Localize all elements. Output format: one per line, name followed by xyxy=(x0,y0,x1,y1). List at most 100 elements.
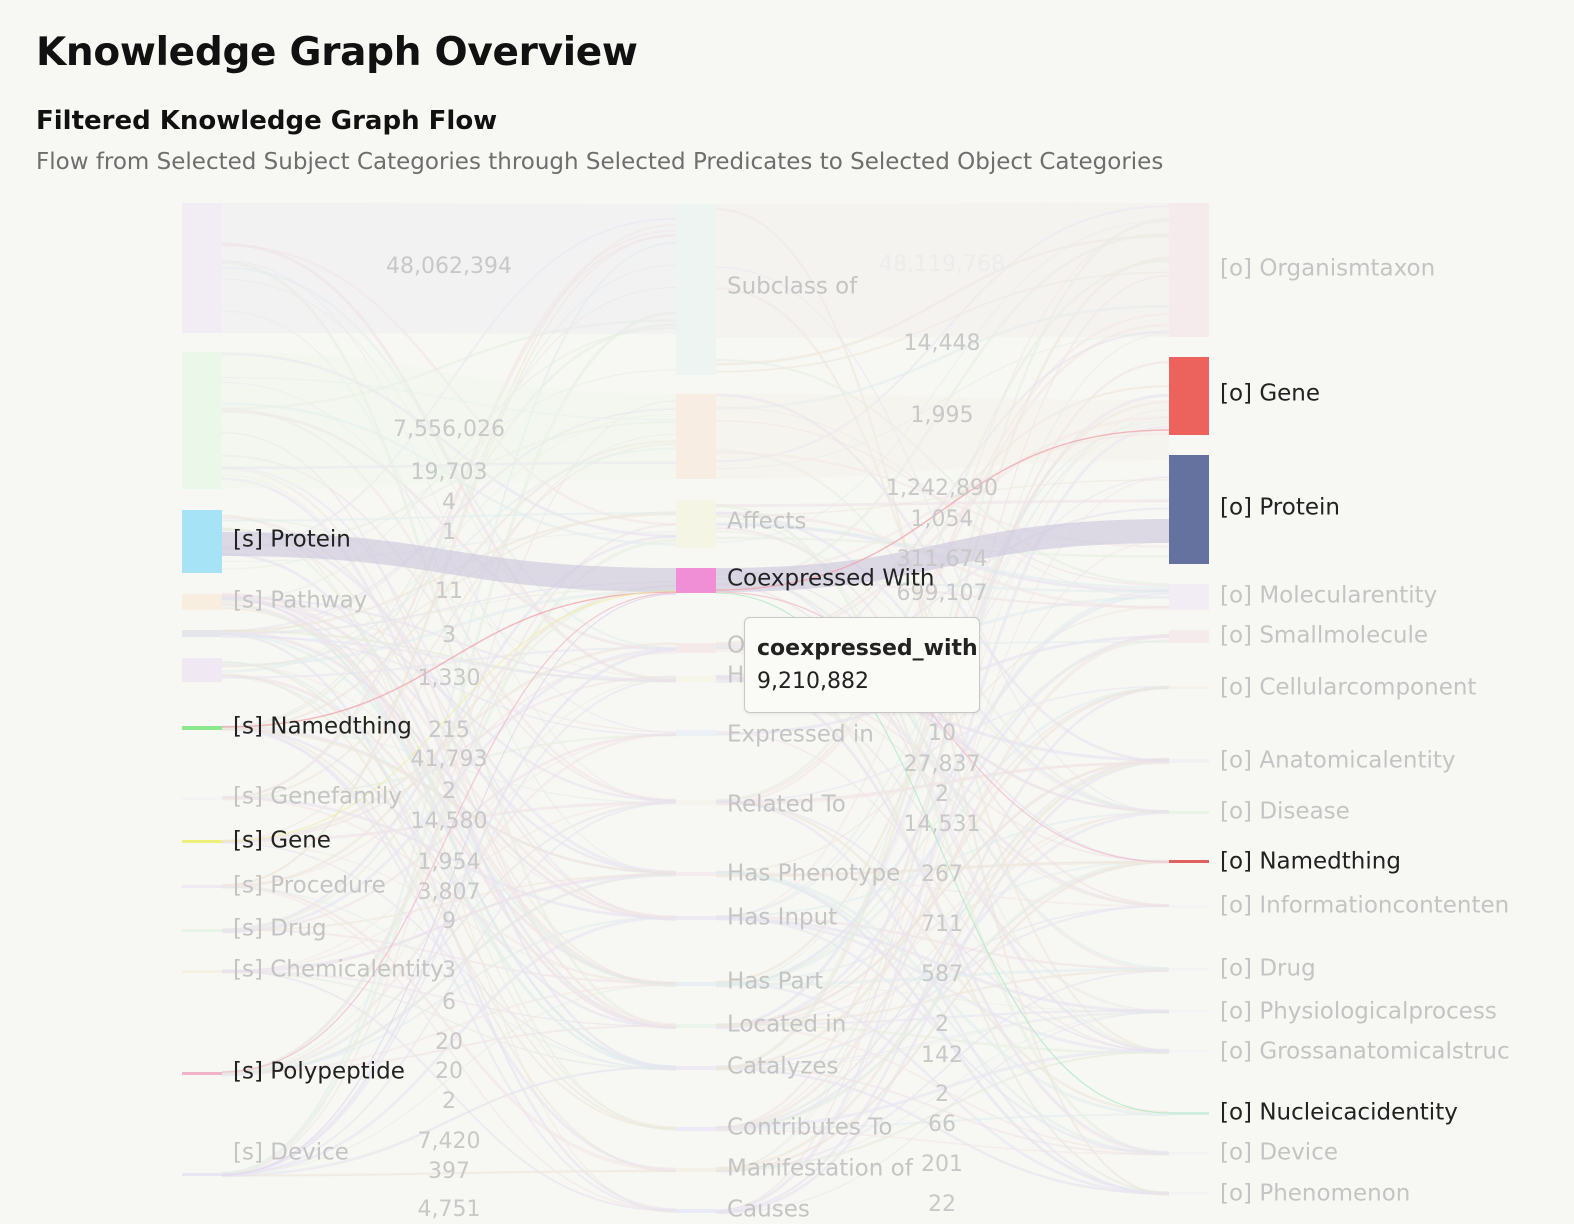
node-o-o-nucleicacidentity[interactable] xyxy=(1169,1112,1209,1115)
node-p-has-input[interactable] xyxy=(676,916,716,920)
node-o-o-cellularcomponent[interactable] xyxy=(1169,686,1209,689)
node-o-o-device[interactable] xyxy=(1169,1152,1209,1155)
faint-link-left xyxy=(221,632,677,987)
link-value-label: 7,420 xyxy=(418,1129,481,1154)
link-value-label: 2 xyxy=(935,1012,949,1037)
node-s-unlabeled-4[interactable] xyxy=(182,630,222,637)
faint-link-right xyxy=(715,1065,1170,1156)
faint-link-right xyxy=(715,915,1170,971)
node-s-s-pathway[interactable] xyxy=(182,594,222,610)
faint-link-left xyxy=(221,352,677,538)
link-value-label: 587 xyxy=(921,962,963,987)
node-o-o-organismtaxon[interactable] xyxy=(1169,203,1209,337)
node-p-unlabeled-1[interactable] xyxy=(676,394,716,479)
node-label-s: [s] Polypeptide xyxy=(233,1059,405,1085)
link-value-label: 3 xyxy=(442,623,456,648)
link-value-label: 4,751 xyxy=(418,1197,481,1222)
node-s-unlabeled-1[interactable] xyxy=(182,352,222,489)
node-label-o: [o] Anatomicalentity xyxy=(1220,748,1456,774)
faint-link-right xyxy=(715,686,1170,986)
faint-link-left xyxy=(221,725,677,804)
node-o-o-molecularentity[interactable] xyxy=(1169,584,1209,610)
node-s-unlabeled-0[interactable] xyxy=(182,203,222,333)
node-label-p: Coexpressed With xyxy=(727,566,934,592)
node-p-expressed-in[interactable] xyxy=(676,730,716,736)
node-label-o: [o] Protein xyxy=(1220,495,1340,521)
faint-link-left xyxy=(221,1066,677,1177)
faint-link-left xyxy=(221,915,677,1074)
node-p-contributes-to[interactable] xyxy=(676,1127,716,1131)
node-label-p: H xyxy=(727,663,744,689)
faint-link-left xyxy=(221,242,677,683)
faint-link-right xyxy=(715,861,1170,1172)
node-label-p: Contributes To xyxy=(727,1115,892,1141)
node-label-p: Has Part xyxy=(727,969,823,995)
node-p-has-part[interactable] xyxy=(676,982,716,986)
node-p-subclass-of[interactable] xyxy=(676,204,716,375)
node-o-o-protein[interactable] xyxy=(1169,455,1209,564)
faint-link-left xyxy=(221,527,677,1131)
node-o-o-disease[interactable] xyxy=(1169,811,1209,814)
node-o-o-drug[interactable] xyxy=(1169,968,1209,971)
node-p-coexpressed-with[interactable] xyxy=(676,568,716,593)
faint-link-left xyxy=(221,733,677,973)
faint-link-right xyxy=(715,504,1170,1156)
faint-link-right xyxy=(715,527,1170,907)
faint-link-left xyxy=(221,400,677,1175)
faint-link-left xyxy=(221,969,677,1212)
faint-link-right xyxy=(715,573,1170,970)
node-p-manifestation-of[interactable] xyxy=(676,1168,716,1172)
node-p-h[interactable] xyxy=(676,676,716,682)
node-o-o-anatomicalentity[interactable] xyxy=(1169,759,1209,763)
node-p-related-to[interactable] xyxy=(676,800,716,805)
node-p-causes[interactable] xyxy=(676,1209,716,1213)
node-label-s: [s] Namedthing xyxy=(233,714,412,740)
node-p-catalyzes[interactable] xyxy=(676,1066,716,1070)
faint-link-left xyxy=(221,311,677,1175)
node-p-affects[interactable] xyxy=(676,500,716,548)
node-o-o-grossanatomicalstruc[interactable] xyxy=(1169,1050,1209,1053)
faint-link-right xyxy=(715,871,1170,1155)
node-s-s-drug[interactable] xyxy=(182,929,222,932)
node-s-s-chemicalentity[interactable] xyxy=(182,970,222,973)
link-value-label: 41,793 xyxy=(411,747,488,772)
faint-link-left xyxy=(221,241,677,1175)
node-label-o: [o] Phenomenon xyxy=(1220,1181,1410,1207)
faint-link-left xyxy=(221,801,677,1076)
node-s-s-polypeptide[interactable] xyxy=(182,1072,222,1075)
link-value-label: 142 xyxy=(921,1043,963,1068)
node-s-s-genefamily[interactable] xyxy=(182,797,222,800)
node-p-has-phenotype[interactable] xyxy=(676,872,716,876)
faint-link-right xyxy=(715,799,1170,1114)
node-s-s-procedure[interactable] xyxy=(182,885,222,888)
faint-link-right xyxy=(715,810,1170,1069)
node-s-unlabeled-5[interactable] xyxy=(182,658,222,682)
node-o-o-smallmolecule[interactable] xyxy=(1169,630,1209,643)
node-s-s-gene[interactable] xyxy=(182,840,222,843)
link-value-label: 3 xyxy=(442,958,456,983)
node-o-o-gene[interactable] xyxy=(1169,357,1209,435)
node-o-o-phenomenon[interactable] xyxy=(1169,1192,1209,1195)
link-value-label: 2 xyxy=(442,779,456,804)
node-p-o[interactable] xyxy=(676,643,716,653)
node-s-s-device[interactable] xyxy=(182,1173,222,1176)
faint-link-right xyxy=(715,1048,1170,1129)
node-label-s: [s] Procedure xyxy=(233,873,386,899)
node-o-o-informationcontenten[interactable] xyxy=(1169,905,1209,908)
node-o-o-physiologicalprocess[interactable] xyxy=(1169,1010,1209,1013)
node-o-o-namedthing[interactable] xyxy=(1169,860,1209,863)
node-p-located-in[interactable] xyxy=(676,1024,716,1028)
faint-link-left xyxy=(221,593,677,802)
link-value-labels-layer: 48,062,3947,556,02619,703411131,33021541… xyxy=(386,252,1005,1222)
node-s-s-protein[interactable] xyxy=(182,510,222,573)
node-label-o: [o] Disease xyxy=(1220,799,1350,825)
faint-link-left xyxy=(221,915,677,1176)
node-label-s: [s] Protein xyxy=(233,527,351,553)
faint-link-left xyxy=(221,726,677,1029)
faint-link-left xyxy=(221,633,677,736)
link-value-label: 11 xyxy=(435,579,463,604)
node-s-s-namedthing[interactable] xyxy=(182,726,222,730)
faint-link-left xyxy=(221,592,677,919)
link-value-label: 6 xyxy=(442,990,456,1015)
